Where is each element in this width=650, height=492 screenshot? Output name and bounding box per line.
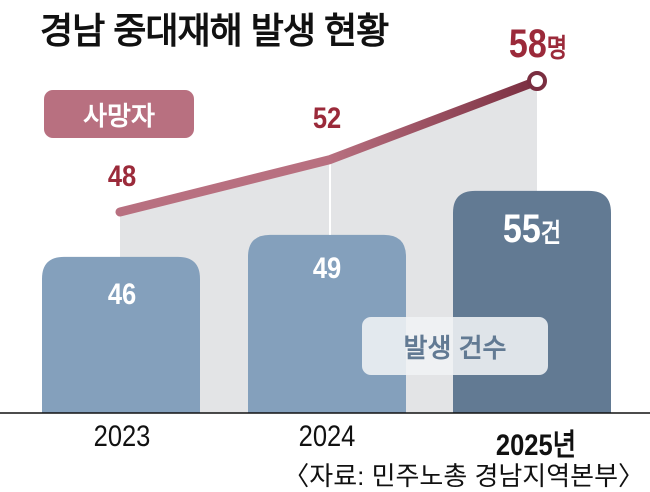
bar-label-2024: 49 <box>312 252 342 285</box>
deaths-line <box>115 76 542 217</box>
bar-label-2023: 46 <box>107 278 137 311</box>
x-tick-2024: 2024 <box>298 420 356 453</box>
line-label-2023: 48 <box>107 160 137 193</box>
legend-bar-label: 발생 건수 <box>403 332 507 363</box>
bar-unit: 건 <box>540 218 562 248</box>
chart-title: 경남 중대재해 발생 현황 <box>40 10 389 51</box>
bar-label-2025: 55건 <box>503 207 561 252</box>
legend-line-deaths: 사망자 <box>44 90 194 138</box>
line-label-2025: 58명 <box>509 22 567 67</box>
line-label-2024: 52 <box>312 102 342 135</box>
bar-2023 <box>42 256 200 413</box>
source-note: 〈자료: 민주노총 경남지역본부〉 <box>283 461 644 491</box>
line-point-2025년 <box>527 71 547 91</box>
legend-bar-incidents: 발생 건수 <box>362 317 548 375</box>
x-tick-2023: 2023 <box>93 420 151 453</box>
line-value-2025: 58 <box>508 22 547 66</box>
line-unit: 명 <box>546 33 568 63</box>
legend-line-label: 사망자 <box>83 100 155 131</box>
x-tick-2025: 2025년 <box>495 429 577 462</box>
bar-value-2025: 55 <box>502 207 541 251</box>
